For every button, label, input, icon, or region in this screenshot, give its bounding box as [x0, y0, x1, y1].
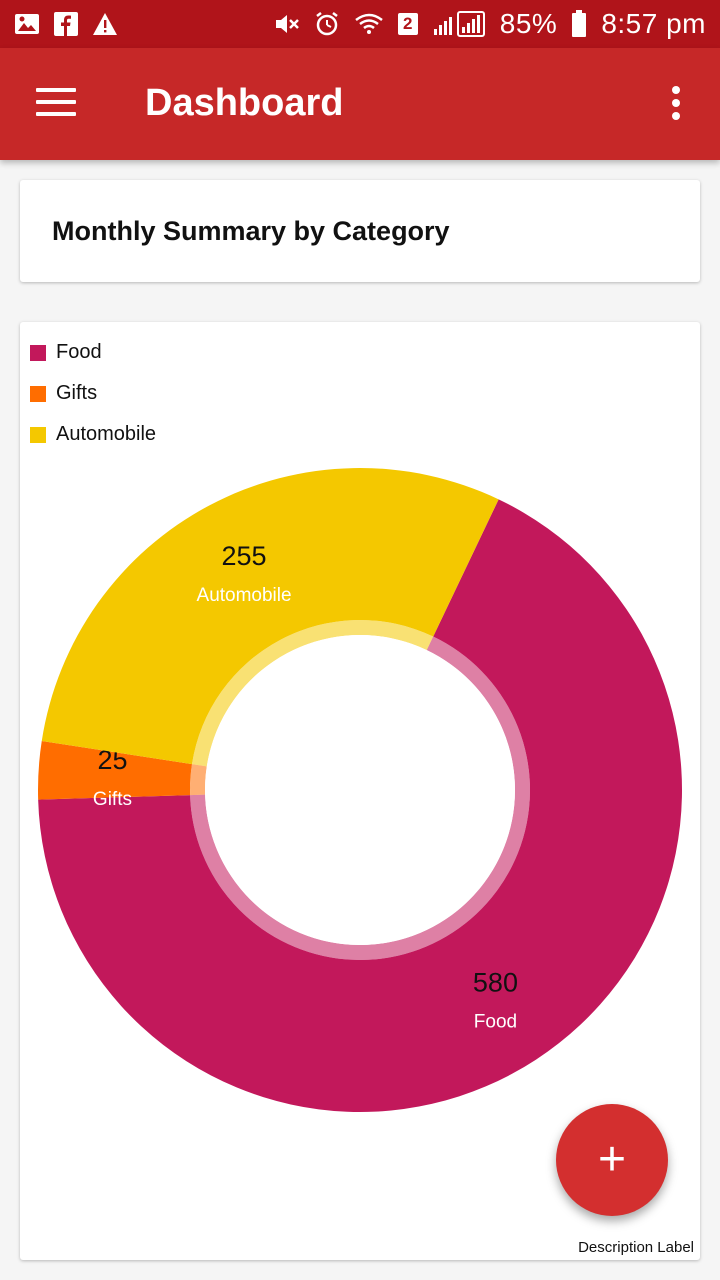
add-button[interactable]: +	[556, 1104, 668, 1216]
slice-value-label: 580	[473, 968, 518, 998]
legend-swatch	[30, 344, 46, 361]
legend-swatch	[30, 426, 46, 443]
slice-automobile[interactable]	[41, 467, 499, 765]
slice-inner-ring-automobile	[191, 620, 434, 767]
legend-item-gifts: Gifts	[30, 373, 156, 414]
legend-item-automobile: Automobile	[30, 414, 156, 455]
slice-category-label: Automobile	[197, 585, 292, 606]
wifi-icon	[354, 12, 384, 36]
sim-badge: 2	[397, 13, 418, 35]
legend-label: Automobile	[56, 423, 157, 445]
app-bar: Dashboard	[0, 48, 720, 160]
slice-value-label: 255	[222, 541, 267, 571]
summary-card: Monthly Summary by Category	[20, 180, 700, 282]
chart-description: Description Label	[578, 1239, 694, 1256]
chart-card: 580 Food 25 Gifts 255 Automobile Food Gifts A…	[20, 322, 700, 1260]
facebook-icon	[54, 12, 78, 36]
summary-title: Monthly Summary by Category	[52, 216, 450, 246]
mute-icon	[274, 12, 300, 36]
signal-icon	[432, 11, 486, 37]
slice-food[interactable]	[38, 499, 682, 1112]
slice-inner-ring-gifts	[190, 764, 207, 796]
slice-category-label: Gifts	[93, 789, 132, 810]
chart-legend: Food Gifts Automobile	[30, 332, 156, 455]
slice-gifts[interactable]	[37, 740, 192, 800]
page-title: Dashboard	[145, 82, 344, 124]
warning-icon	[92, 12, 118, 36]
add-icon: +	[597, 1133, 627, 1186]
battery-icon	[571, 10, 587, 38]
alarm-icon	[314, 11, 340, 37]
legend-item-food: Food	[30, 332, 156, 373]
legend-swatch	[30, 385, 46, 402]
clock: 8:57 pm	[601, 8, 706, 39]
slice-category-label: Food	[474, 1012, 517, 1033]
more-vertical-icon[interactable]	[664, 86, 688, 122]
legend-label: Gifts	[56, 382, 98, 404]
image-icon	[14, 12, 40, 36]
legend-label: Food	[56, 341, 102, 363]
status-bar: 2 85% 8:57 pm	[0, 0, 720, 48]
hamburger-menu-icon[interactable]	[36, 88, 76, 120]
battery-percent: 85%	[499, 8, 558, 39]
donut-hole	[205, 635, 515, 945]
